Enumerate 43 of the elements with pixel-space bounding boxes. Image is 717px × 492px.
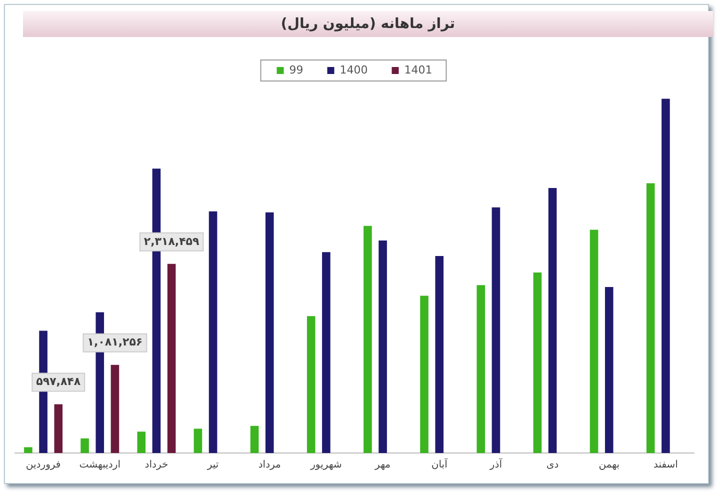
bar xyxy=(110,364,120,453)
bar xyxy=(646,183,655,453)
bar xyxy=(137,432,146,453)
x-tick-label: شهریور xyxy=(310,460,342,471)
bar xyxy=(435,256,444,453)
bar xyxy=(378,240,387,453)
x-tick-label: فروردین xyxy=(26,460,61,471)
bar xyxy=(194,428,202,453)
bar xyxy=(548,188,557,453)
chart-title: تراز ماهانه (میلیون ریال) xyxy=(23,11,713,37)
legend-label: 1400 xyxy=(340,63,368,76)
data-label: ۱,۰۸۱,۲۵۶ xyxy=(87,336,143,349)
bar xyxy=(420,296,428,453)
bar xyxy=(24,447,32,453)
x-tick-label: دی xyxy=(546,460,559,471)
x-tick-label: آبان xyxy=(431,458,449,471)
x-tick-label: اسفند xyxy=(653,460,678,471)
bar xyxy=(604,287,614,453)
x-tick-label: بهمن xyxy=(598,460,620,471)
bar xyxy=(306,316,316,453)
x-tick-label: مهر xyxy=(374,460,391,471)
bar xyxy=(208,211,218,453)
bar xyxy=(322,252,330,453)
x-tick-label: مرداد xyxy=(258,460,281,471)
x-tick-label: تیر xyxy=(206,460,219,471)
bar xyxy=(533,272,542,453)
bar xyxy=(662,98,670,453)
bar xyxy=(492,207,500,453)
legend-label: 1401 xyxy=(404,63,432,76)
data-label: ۲,۳۱۸,۴۵۹ xyxy=(144,234,200,248)
bar xyxy=(167,264,176,453)
bar xyxy=(590,230,598,453)
bar xyxy=(80,438,89,453)
bar xyxy=(476,285,486,453)
bar xyxy=(265,212,274,453)
bar xyxy=(250,426,259,453)
bar xyxy=(364,226,372,453)
bar xyxy=(54,404,63,453)
x-tick-label: اردیبهشت xyxy=(79,460,120,471)
x-tick-label: آذر xyxy=(488,458,504,471)
legend-label: 99 xyxy=(289,63,304,76)
x-tick-label: خرداد xyxy=(144,460,168,471)
data-label: ۵۹۷,۸۴۸ xyxy=(36,375,81,388)
